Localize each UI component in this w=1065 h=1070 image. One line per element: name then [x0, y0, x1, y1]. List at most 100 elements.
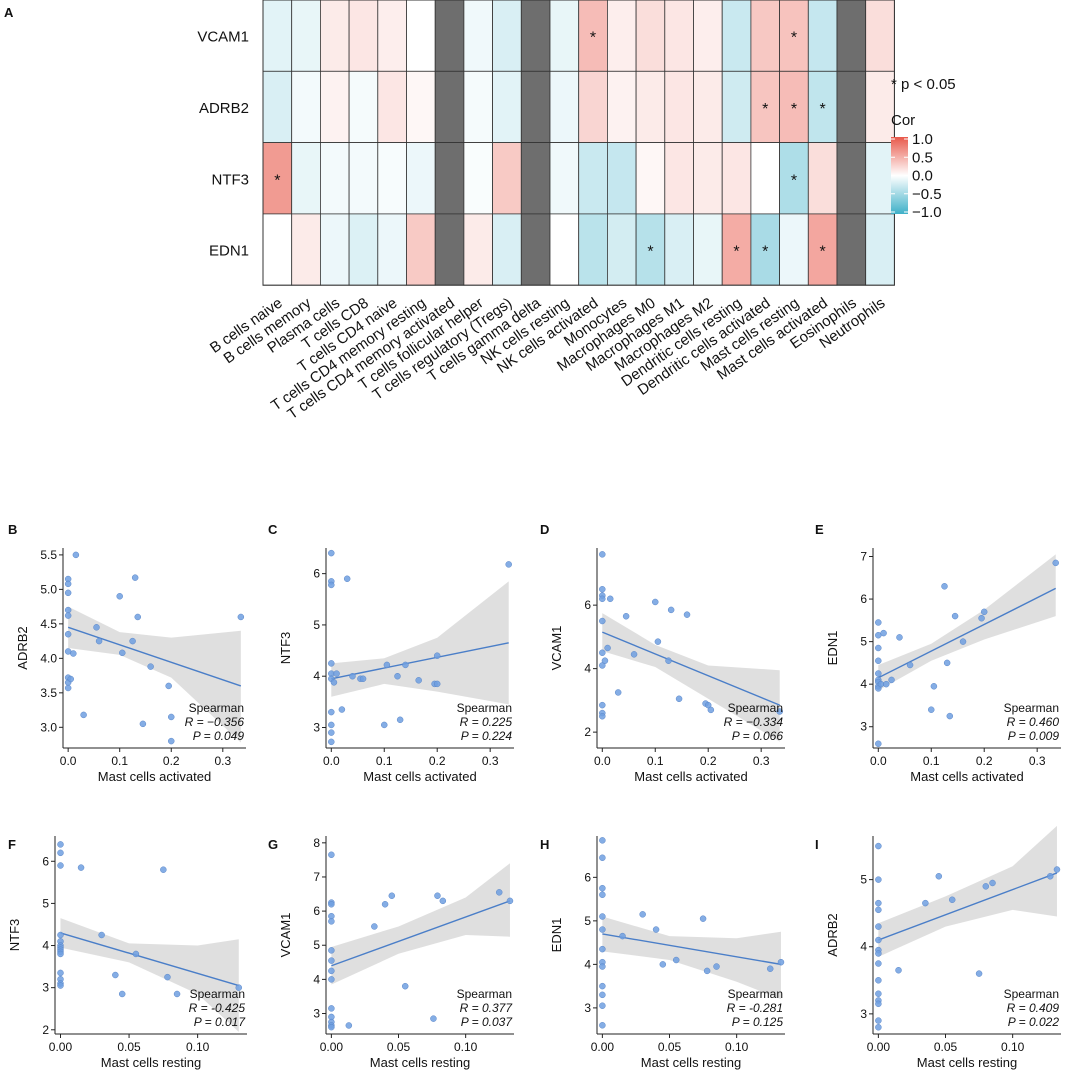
regression-line [67, 626, 242, 687]
data-point [599, 891, 606, 898]
heatmap-cell [492, 142, 522, 215]
heatmap-cell [406, 213, 436, 286]
x-tick-label: 0.05 [658, 1040, 682, 1054]
data-point [776, 708, 783, 715]
heatmap-cell [693, 213, 723, 286]
regression-line [331, 900, 511, 967]
y-tick-label: 6 [584, 870, 591, 884]
significance-marker: * [791, 172, 797, 189]
data-point [57, 841, 64, 848]
data-point [875, 1024, 882, 1031]
legend-tick-label: −1.0 [912, 204, 942, 221]
data-point [928, 706, 935, 713]
x-tick-label: 0.0 [870, 754, 887, 768]
data-point [672, 956, 680, 964]
data-point [129, 637, 136, 645]
heatmap-cell [693, 0, 723, 72]
x-tick-label: 0.1 [647, 754, 664, 768]
data-point [875, 950, 882, 957]
data-point [430, 1015, 437, 1022]
y-axis-label: VCAM1 [549, 626, 564, 671]
heatmap-cell [779, 213, 809, 286]
x-tick-label: 0.05 [934, 1040, 958, 1054]
data-point [930, 683, 938, 690]
heatmap-cell [578, 213, 608, 286]
significance-marker: * [820, 101, 826, 118]
y-axis-label: EDN1 [825, 631, 840, 666]
heatmap-cell [377, 0, 407, 72]
data-point [328, 738, 335, 746]
data-point [982, 883, 990, 890]
data-point [328, 721, 335, 729]
heatmap-cell [721, 142, 752, 215]
data-point [77, 864, 85, 871]
data-point [599, 586, 606, 593]
data-point [168, 713, 175, 721]
data-point [131, 574, 139, 581]
stat-method: Spearman [728, 701, 783, 715]
data-point [64, 684, 72, 692]
data-point [599, 551, 606, 558]
heatmap-cell [434, 213, 465, 286]
data-point [64, 606, 72, 614]
data-point [975, 970, 983, 977]
data-point [70, 650, 77, 657]
data-point [622, 613, 630, 620]
heatmap-cell [348, 142, 379, 215]
data-point [328, 708, 335, 716]
data-point [599, 963, 606, 970]
data-point [57, 849, 64, 857]
data-point [875, 1017, 882, 1024]
heatmap-cell [836, 70, 867, 144]
data-point [64, 612, 72, 619]
data-point [359, 675, 367, 683]
heatmap-cell [463, 70, 493, 144]
x-tick-label: 0.0 [594, 754, 611, 768]
heatmap-cell [348, 70, 379, 144]
x-tick-label: 0.2 [429, 754, 446, 768]
stat-r: R = -0.425 [189, 1001, 246, 1015]
heatmap-cell [578, 70, 608, 144]
heatmap-cell [319, 0, 350, 72]
data-point [675, 695, 683, 703]
heatmap-cell [578, 0, 608, 72]
y-axis-label: ADRB2 [15, 626, 30, 669]
heatmap-cell [750, 0, 781, 72]
data-point [604, 644, 611, 652]
data-point [434, 892, 441, 899]
data-point [599, 617, 606, 625]
data-point [72, 551, 80, 559]
data-point [659, 961, 667, 968]
data-point [978, 614, 985, 622]
heatmap-cell [262, 213, 293, 286]
heatmap-cell [664, 213, 694, 286]
stat-method: Spearman [189, 701, 244, 715]
heatmap-cell [291, 213, 321, 286]
data-point [619, 932, 626, 940]
y-tick-label: 5 [313, 938, 320, 952]
regression-line [878, 872, 1058, 941]
data-point [345, 1022, 353, 1029]
y-tick-label: 3.0 [40, 720, 57, 734]
heatmap-cell [693, 142, 723, 215]
heatmap-cell [262, 0, 293, 72]
data-point [80, 711, 87, 719]
x-tick-label: 0.2 [700, 754, 717, 768]
x-tick-label: 0.3 [482, 754, 499, 768]
data-point [328, 1023, 335, 1031]
heatmap-cell [319, 142, 350, 215]
data-point [147, 663, 154, 670]
confidence-band [878, 825, 1057, 957]
data-point [713, 963, 720, 970]
y-tick-label: 7 [860, 550, 867, 564]
data-point [951, 612, 959, 620]
regression-line [877, 587, 1057, 679]
y-tick-label: 4.5 [40, 617, 57, 631]
heatmap-cell [463, 0, 493, 72]
y-tick-label: 5 [860, 873, 867, 887]
heatmap-cell [836, 213, 867, 286]
heatmap-cell [319, 70, 350, 144]
heatmap-cell [750, 70, 781, 144]
